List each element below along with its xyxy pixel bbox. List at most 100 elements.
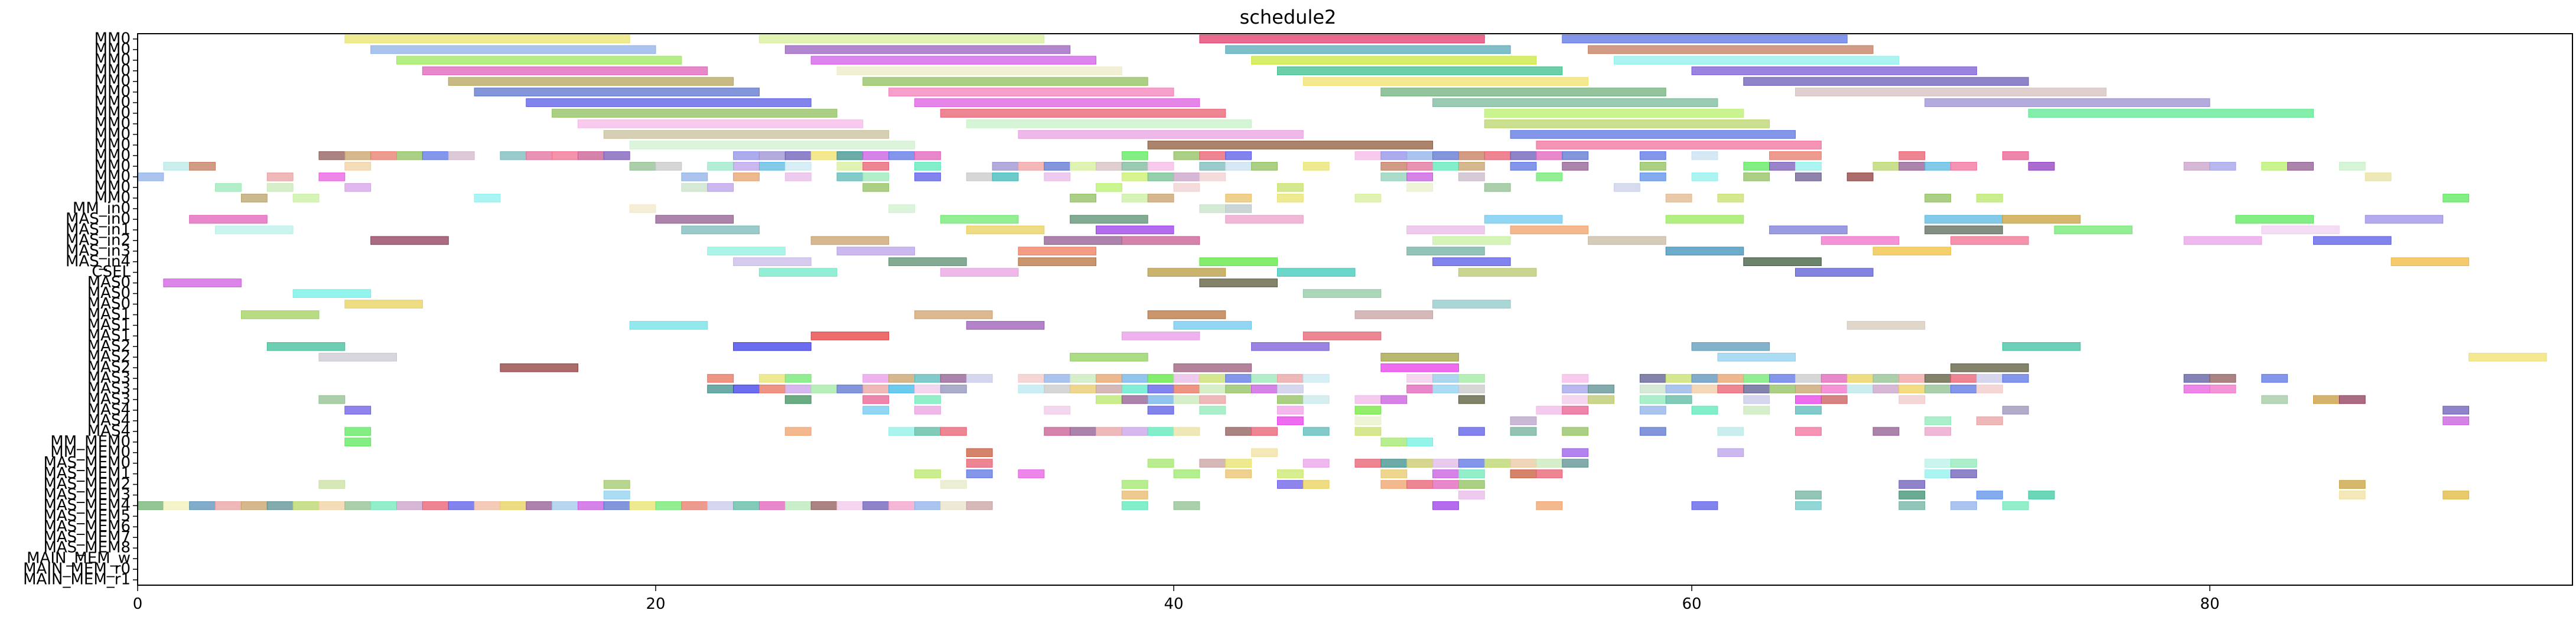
task-bar [2339, 480, 2366, 489]
task-bar [1095, 161, 1122, 171]
task-bar [1276, 183, 1304, 192]
y-tick-label: MAS3 [87, 369, 131, 387]
task-bar [2339, 491, 2366, 499]
task-bar [1173, 172, 1200, 181]
task-bar [1924, 225, 2003, 235]
task-bar [1199, 151, 1226, 160]
task-bar [1199, 405, 1226, 415]
task-bar [1665, 395, 1692, 404]
task-bar [888, 257, 967, 267]
y-tick-label: MAS1 [87, 316, 131, 334]
task-bar [422, 66, 708, 76]
task-bar [1639, 384, 1666, 394]
task-bar [1070, 427, 1096, 436]
task-bar [1406, 384, 1434, 394]
task-bar [1484, 183, 1511, 192]
task-bar [603, 130, 890, 139]
task-bar [1562, 151, 1589, 160]
y-tick-label: MM0 [95, 72, 131, 90]
task-bar [318, 172, 346, 181]
task-bar [1070, 193, 1096, 203]
y-tick-label: MAS_in4 [66, 252, 131, 270]
task-bar [1821, 395, 1848, 404]
task-bar [318, 352, 398, 362]
task-bar [603, 501, 630, 510]
task-bar [888, 151, 916, 160]
task-bar [862, 151, 890, 160]
task-bar [318, 501, 346, 510]
task-bar [1380, 172, 1408, 181]
y-tick-label: MAS_MEM4 [43, 497, 131, 514]
task-bar [1147, 193, 1174, 203]
task-bar [862, 384, 890, 394]
task-bar [914, 427, 941, 436]
task-bar [1639, 405, 1666, 415]
task-bar [344, 300, 423, 309]
task-bar [1458, 491, 1485, 499]
task-bar [215, 183, 242, 192]
task-bar [836, 172, 864, 181]
task-bar [603, 151, 630, 160]
y-tick-label: MAS3 [87, 391, 131, 408]
task-bar [1665, 374, 1692, 383]
task-bar [370, 236, 449, 245]
task-bar [1821, 384, 1848, 394]
task-bar [1406, 225, 1485, 235]
task-bar [1743, 384, 1770, 394]
task-bar [1562, 395, 1589, 404]
task-bar [1924, 384, 1952, 394]
task-bar [1044, 384, 1071, 394]
task-bar [1121, 501, 1148, 510]
task-bar [1795, 268, 1874, 277]
task-bar [240, 193, 268, 203]
x-tick-label: 0 [133, 595, 143, 613]
task-bar [681, 172, 708, 181]
task-bar [1743, 395, 1770, 404]
task-bar [1769, 225, 1848, 235]
task-bar [1872, 427, 1900, 436]
task-bar [1536, 141, 1822, 150]
y-tick-label: MAS_MEM0 [43, 454, 131, 472]
task-bar [862, 161, 890, 171]
task-bar [1302, 332, 1382, 340]
task-bar [2002, 151, 2029, 160]
task-bar [1018, 161, 1045, 171]
task-bar [1380, 161, 1408, 171]
y-tick-label: MAS0 [87, 274, 131, 291]
task-bar [396, 56, 682, 65]
task-bar [2287, 161, 2314, 171]
task-bar [655, 161, 682, 171]
task-bar [1225, 161, 1252, 171]
task-bar [1639, 395, 1666, 404]
task-bar [707, 384, 734, 394]
task-bar [422, 501, 449, 510]
task-bar [266, 501, 294, 510]
task-bar [1795, 161, 1822, 171]
task-bar [1354, 405, 1382, 415]
task-bar [344, 151, 372, 160]
x-axis: 0 20 40 60 80 [133, 585, 2220, 613]
y-tick-label: MM0 [95, 115, 131, 132]
task-bar [1924, 374, 1952, 383]
task-bar [810, 501, 838, 510]
task-bar [1432, 480, 1459, 489]
task-bar [707, 374, 734, 383]
task-bar [1095, 183, 1122, 192]
task-bar [448, 77, 734, 86]
task-bar [2002, 405, 2029, 415]
task-bar [1846, 172, 1874, 181]
task-bar [1432, 98, 1718, 107]
task-bar [940, 427, 967, 436]
task-bar [1199, 459, 1226, 468]
task-bar [344, 34, 630, 44]
task-bar [966, 469, 993, 478]
task-bar [1950, 459, 1977, 468]
task-bar [1614, 183, 1640, 192]
task-bar [1510, 416, 1537, 426]
task-bar [2002, 374, 2029, 383]
task-bar [1795, 491, 1822, 499]
y-tick-label: MM0 [95, 125, 131, 143]
task-bar [1147, 268, 1226, 277]
task-bar [2209, 161, 2236, 171]
task-bar [1276, 193, 1304, 203]
